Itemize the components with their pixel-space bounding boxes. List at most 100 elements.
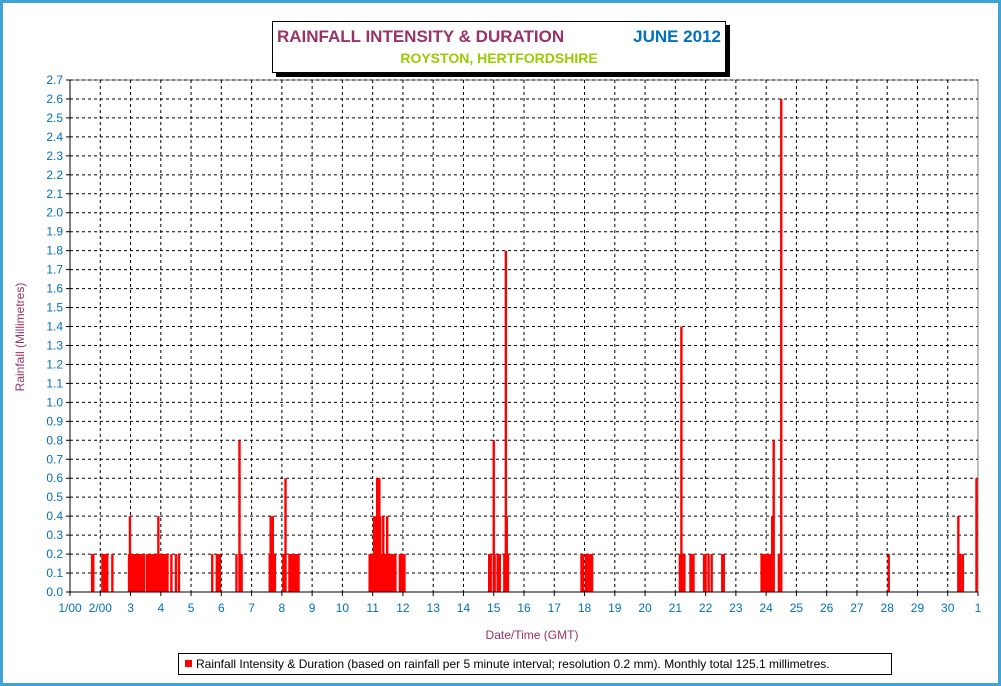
rain-bar [721, 554, 724, 592]
x-tick-label: 8 [279, 601, 286, 615]
rain-bar [147, 554, 150, 592]
chart-month: JUNE 2012 [633, 27, 721, 46]
rain-bar [92, 554, 95, 592]
y-tick-label: 1.3 [46, 338, 63, 352]
rain-bar [401, 554, 405, 592]
rain-bar [106, 554, 109, 592]
rain-bar [392, 554, 395, 592]
rain-bar [589, 554, 592, 592]
rain-bar [273, 554, 277, 592]
y-tick-label: 1.1 [46, 376, 63, 390]
rain-bar [761, 554, 765, 592]
rain-bar [289, 554, 292, 592]
rain-bar [763, 554, 766, 592]
rain-bar [382, 554, 386, 592]
y-axis-label: Rainfall (Millimetres) [13, 283, 27, 392]
rain-bar [707, 554, 710, 592]
rain-bar [959, 554, 962, 592]
rain-bar [400, 554, 403, 592]
x-tick-label: 5 [188, 601, 195, 615]
rain-bar [170, 554, 173, 592]
x-tick-label: 27 [850, 601, 864, 615]
rain-bar [692, 554, 695, 592]
rain-bar [297, 554, 300, 592]
x-tick-label: 1 [975, 601, 982, 615]
rain-bar [496, 554, 499, 592]
rain-bar [689, 554, 692, 592]
y-tick-label: 2.7 [46, 73, 63, 87]
rain-bar [376, 516, 380, 592]
grid-layer [70, 79, 978, 592]
rain-bar [681, 554, 685, 592]
rain-bar [140, 554, 144, 592]
y-tick-label: 0.1 [46, 566, 63, 580]
rain-bar [152, 554, 155, 592]
rain-bar [218, 554, 222, 592]
y-tick-label: 0.8 [46, 433, 63, 447]
rain-bar [174, 554, 178, 592]
y-tick-label: 0.5 [46, 490, 63, 504]
rain-bar [131, 554, 135, 592]
x-tick-label: 12 [396, 601, 410, 615]
y-tick-label: 2.3 [46, 149, 63, 163]
rain-bar [90, 554, 94, 592]
rain-bar [134, 554, 138, 592]
chart-subtitle: ROYSTON, HERTFORDSHIRE [400, 50, 598, 66]
rain-bar [587, 554, 591, 592]
y-tick-label: 1.9 [46, 225, 63, 239]
rain-bar [215, 554, 218, 592]
rain-bar [211, 554, 214, 592]
rain-bar [702, 554, 706, 592]
rain-bar [282, 554, 285, 592]
rain-bar [498, 554, 501, 592]
rain-bar [369, 554, 373, 592]
rain-bar [764, 554, 768, 592]
rain-bar [690, 554, 694, 592]
title-box: RAINFALL INTENSITY & DURATION JUNE 2012 … [272, 21, 726, 73]
y-tick-label: 1.8 [46, 244, 63, 258]
x-tick-labels: 1/00 2/00 3 4 5 6 7 8 9 10 11 12 13 14 15 16 17 18 19 20 21 2… [58, 592, 982, 615]
x-tick-label: 14 [457, 601, 471, 615]
rain-bar [777, 554, 781, 592]
x-tick-label: 29 [911, 601, 925, 615]
rain-bar [780, 98, 783, 593]
rain-bar [385, 516, 389, 592]
rain-bar [394, 554, 397, 592]
x-tick-label: 20 [638, 601, 652, 615]
rain-bar [506, 554, 510, 592]
bars-layer [90, 98, 978, 593]
rain-bar [158, 554, 162, 592]
rain-bar [150, 554, 153, 592]
x-tick-label: 2/00 [89, 601, 113, 615]
y-tick-label: 0.0 [46, 585, 63, 599]
legend-swatch [185, 660, 192, 668]
rain-bar [770, 516, 774, 592]
rain-bar [217, 554, 220, 592]
rain-bar [240, 554, 243, 592]
rain-bar [505, 516, 508, 592]
rain-bar [111, 554, 114, 592]
rain-bar [155, 554, 159, 592]
x-tick-label: 6 [218, 601, 225, 615]
x-tick-label: 4 [157, 601, 164, 615]
y-tick-label: 2.2 [46, 168, 63, 182]
rain-bar [103, 554, 106, 592]
y-tick-label: 2.4 [46, 130, 63, 144]
y-tick-label: 1.7 [46, 263, 63, 277]
rain-bar [581, 554, 585, 592]
x-tick-label: 16 [517, 601, 531, 615]
rain-bar [710, 554, 713, 592]
rain-bar [887, 554, 890, 592]
x-tick-label: 11 [366, 601, 379, 615]
x-tick-label: 30 [941, 601, 955, 615]
x-tick-label: 21 [669, 601, 683, 615]
x-tick-label: 3 [127, 601, 134, 615]
rain-bar [975, 478, 978, 592]
rain-bar [295, 554, 298, 592]
y-tick-label: 1.6 [46, 282, 63, 296]
x-tick-label: 15 [487, 601, 501, 615]
rain-bar [379, 554, 383, 592]
rain-bar [580, 554, 583, 592]
rain-bar [166, 554, 169, 592]
